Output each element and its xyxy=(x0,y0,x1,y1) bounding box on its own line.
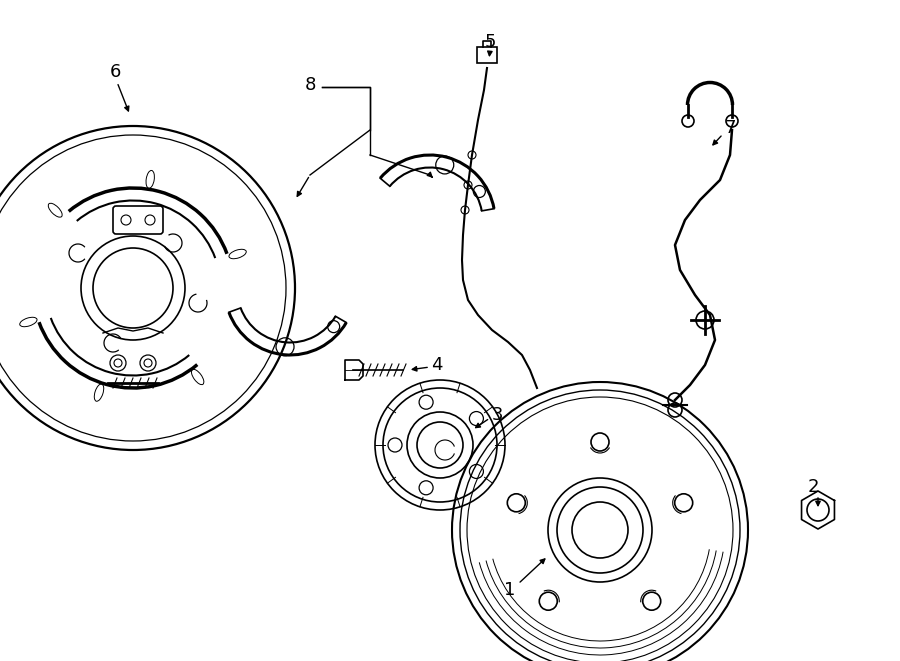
Text: 2: 2 xyxy=(807,478,819,496)
Text: 6: 6 xyxy=(109,63,121,81)
Text: 5: 5 xyxy=(484,33,496,51)
Text: 1: 1 xyxy=(504,581,516,599)
FancyBboxPatch shape xyxy=(113,206,163,234)
FancyBboxPatch shape xyxy=(477,47,497,63)
Text: 3: 3 xyxy=(491,406,503,424)
Text: 8: 8 xyxy=(304,76,316,94)
Text: 7: 7 xyxy=(724,119,736,137)
Text: 4: 4 xyxy=(431,356,443,374)
